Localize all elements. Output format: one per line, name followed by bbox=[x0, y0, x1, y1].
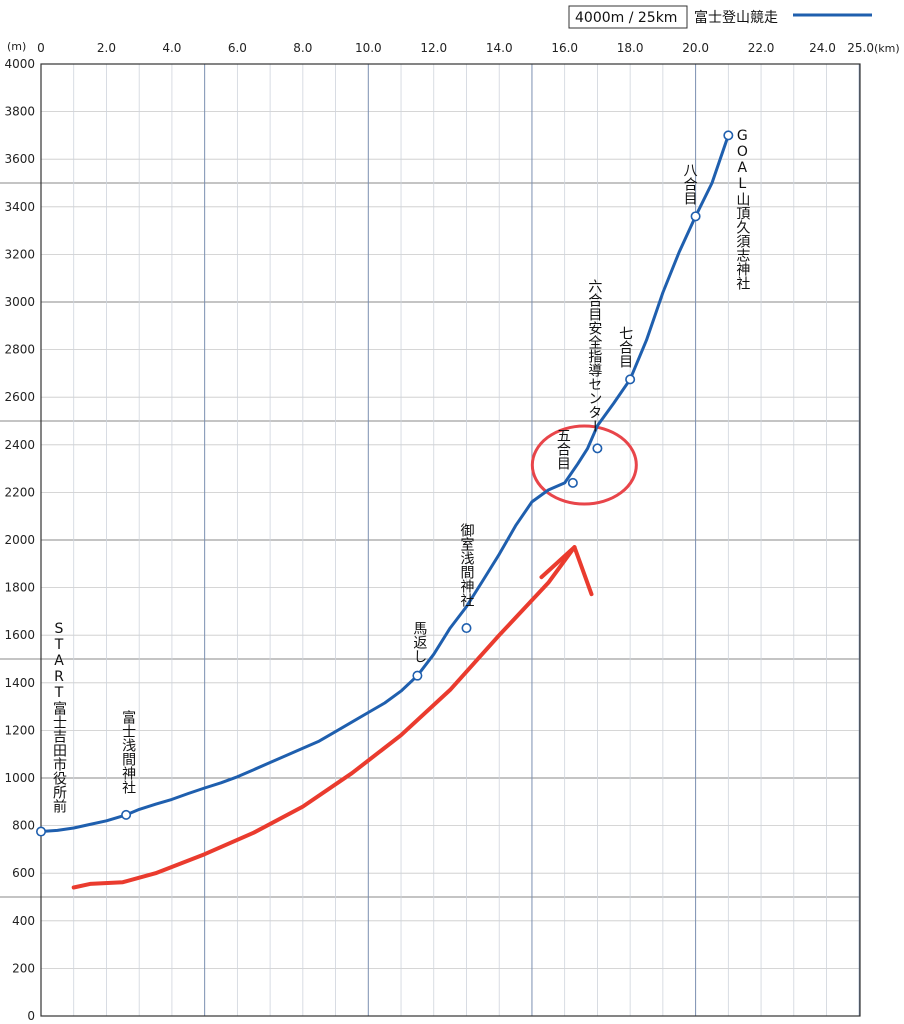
checkpoint-label: 七合目 bbox=[617, 326, 633, 368]
checkpoint-marker bbox=[412, 670, 423, 681]
annotations bbox=[71, 424, 638, 890]
highlight-circle bbox=[530, 424, 638, 506]
x-tick-label: 12.0 bbox=[420, 41, 447, 55]
y-tick-label: 1200 bbox=[4, 723, 35, 737]
y-tick-label: 400 bbox=[12, 914, 35, 928]
scale-box bbox=[568, 5, 688, 29]
y-tick-label: 2800 bbox=[4, 343, 35, 357]
checkpoint-label: 八合目 bbox=[682, 163, 698, 205]
checkpoint-marker bbox=[461, 623, 472, 634]
arrow-curve bbox=[71, 545, 577, 890]
x-tick-label: 16.0 bbox=[551, 41, 578, 55]
grid bbox=[0, 63, 860, 1017]
y-tick-label: 3200 bbox=[4, 247, 35, 261]
y-tick-label: 3400 bbox=[4, 200, 35, 214]
x-unit-label: (km) bbox=[874, 42, 900, 55]
arrow-head bbox=[539, 545, 594, 597]
y-tick-label: 600 bbox=[12, 866, 35, 880]
plot-frame bbox=[40, 63, 861, 1017]
y-tick-label: 3800 bbox=[4, 105, 35, 119]
x-tick-label: 0 bbox=[37, 41, 45, 55]
checkpoint-marker bbox=[35, 826, 46, 837]
checkpoint-marker bbox=[121, 809, 132, 820]
checkpoint-label: 御室浅間神社 bbox=[458, 523, 474, 607]
checkpoint-label: 富士浅間神社 bbox=[120, 709, 136, 794]
axes: 0 200 400 600 800 1000 1200 1400 1600 1800 2000 220… bbox=[4, 41, 874, 1023]
y-tick-label: 4000 bbox=[4, 57, 35, 71]
x-tick-label: 2.0 bbox=[97, 41, 116, 55]
checkpoint-marker bbox=[723, 130, 734, 141]
y-tick-label: 2000 bbox=[4, 533, 35, 547]
y-unit-label: (m) bbox=[7, 40, 26, 53]
legend: 4000m / 25km 富士登山競走 bbox=[568, 5, 872, 29]
y-tick-label: 2400 bbox=[4, 438, 35, 452]
checkpoint-label: 六合目安全指導センター bbox=[586, 279, 602, 433]
y-tick-label: 1800 bbox=[4, 581, 35, 595]
legend-series-name: 富士登山競走 bbox=[694, 9, 778, 26]
x-tick-label: 10.0 bbox=[355, 41, 382, 55]
checkpoint-label: 五合目 bbox=[555, 428, 571, 470]
checkpoint-markers bbox=[35, 130, 734, 837]
y-tick-label: 3600 bbox=[4, 152, 35, 166]
scale-label: 4000m / 25km bbox=[575, 10, 677, 26]
y-tick-label: 800 bbox=[12, 819, 35, 833]
x-tick-label: 22.0 bbox=[748, 41, 775, 55]
checkpoint-marker bbox=[567, 477, 578, 488]
x-tick-label: 18.0 bbox=[617, 41, 644, 55]
x-tick-label: 4.0 bbox=[162, 41, 181, 55]
elevation-line bbox=[40, 134, 730, 833]
checkpoint-label: 馬返し bbox=[411, 621, 427, 663]
y-tick-label: 2600 bbox=[4, 390, 35, 404]
x-tick-label: 8.0 bbox=[293, 41, 312, 55]
checkpoint-labels: START富士吉田市役所前 富士浅間神社 馬返し 御室浅間神社 五合目六合目安全指導セン… bbox=[51, 128, 750, 814]
x-tick-label: 20.0 bbox=[682, 41, 709, 55]
checkpoint-marker bbox=[625, 374, 636, 385]
x-tick-label: 14.0 bbox=[486, 41, 513, 55]
y-tick-label: 0 bbox=[27, 1009, 35, 1023]
y-tick-label: 200 bbox=[12, 961, 35, 975]
x-tick-label: 6.0 bbox=[228, 41, 247, 55]
y-tick-label: 1400 bbox=[4, 676, 35, 690]
checkpoint-label: GOAL山頂久須志神社 bbox=[734, 128, 750, 290]
x-tick-label: 24.0 bbox=[809, 41, 836, 55]
y-tick-label: 1600 bbox=[4, 628, 35, 642]
y-tick-label: 2200 bbox=[4, 485, 35, 499]
series bbox=[40, 134, 730, 833]
checkpoint-label: START富士吉田市役所前 bbox=[51, 621, 67, 814]
y-tick-label: 3000 bbox=[4, 295, 35, 309]
y-tick-label: 1000 bbox=[4, 771, 35, 785]
x-tick-label: 25.0 bbox=[847, 41, 874, 55]
checkpoint-marker bbox=[690, 211, 701, 222]
checkpoint-marker bbox=[592, 443, 603, 454]
